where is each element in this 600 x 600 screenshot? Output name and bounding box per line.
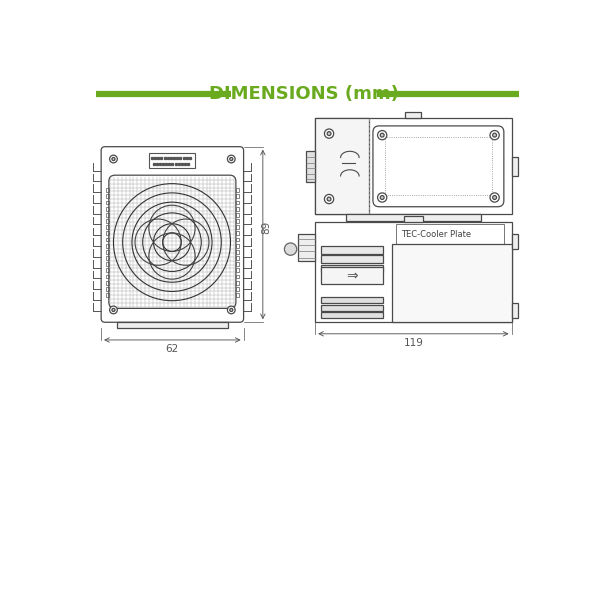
Bar xyxy=(106,200,109,205)
Text: 62: 62 xyxy=(166,344,179,354)
FancyBboxPatch shape xyxy=(373,126,504,207)
Circle shape xyxy=(327,197,331,201)
Bar xyxy=(322,312,383,319)
Bar xyxy=(236,238,239,241)
Bar xyxy=(236,219,239,223)
Bar xyxy=(322,255,383,263)
FancyBboxPatch shape xyxy=(101,146,244,322)
Bar xyxy=(306,151,315,182)
Bar xyxy=(106,207,109,211)
Bar xyxy=(396,224,504,245)
Bar xyxy=(106,293,109,297)
Circle shape xyxy=(493,196,497,199)
Bar xyxy=(322,265,383,272)
Circle shape xyxy=(284,243,297,255)
Bar xyxy=(236,244,239,248)
Text: 89: 89 xyxy=(262,221,272,235)
Bar xyxy=(236,207,239,211)
Bar xyxy=(405,112,421,118)
Bar xyxy=(512,157,518,176)
Circle shape xyxy=(230,157,233,161)
Circle shape xyxy=(490,131,499,140)
Bar xyxy=(106,262,109,266)
Circle shape xyxy=(230,308,233,311)
Bar xyxy=(512,233,518,249)
Bar xyxy=(236,275,239,278)
Bar xyxy=(404,216,423,222)
Text: DIMENSIONS (mm): DIMENSIONS (mm) xyxy=(209,85,398,103)
Bar xyxy=(106,268,109,272)
Circle shape xyxy=(325,194,334,203)
Text: TEC-Cooler Plate: TEC-Cooler Plate xyxy=(401,230,471,239)
Bar xyxy=(106,219,109,223)
Bar xyxy=(106,244,109,248)
Bar xyxy=(298,233,315,260)
Bar xyxy=(106,287,109,290)
Circle shape xyxy=(227,155,235,163)
Bar xyxy=(106,250,109,254)
Bar xyxy=(236,213,239,217)
Bar xyxy=(236,262,239,266)
Bar xyxy=(106,194,109,198)
Bar xyxy=(385,137,493,195)
Bar xyxy=(322,267,383,284)
Circle shape xyxy=(377,131,387,140)
Circle shape xyxy=(110,155,118,163)
Bar xyxy=(236,250,239,254)
Bar xyxy=(322,246,383,254)
Bar xyxy=(149,153,195,168)
Circle shape xyxy=(110,306,118,314)
Circle shape xyxy=(325,129,334,138)
Bar xyxy=(106,281,109,284)
Bar xyxy=(106,256,109,260)
Circle shape xyxy=(327,131,331,136)
Bar xyxy=(392,244,512,322)
Bar xyxy=(236,188,239,192)
Bar xyxy=(236,225,239,229)
Bar xyxy=(236,287,239,290)
Bar xyxy=(106,188,109,192)
Circle shape xyxy=(490,193,499,202)
Circle shape xyxy=(380,196,384,199)
Circle shape xyxy=(493,133,497,137)
Bar xyxy=(116,322,228,328)
Bar xyxy=(236,256,239,260)
Circle shape xyxy=(377,193,387,202)
Bar xyxy=(512,303,518,319)
Bar xyxy=(106,232,109,235)
Circle shape xyxy=(227,306,235,314)
Circle shape xyxy=(112,308,115,311)
Bar xyxy=(322,305,383,311)
Bar xyxy=(106,225,109,229)
Bar xyxy=(315,118,369,214)
Circle shape xyxy=(112,157,115,161)
Bar xyxy=(322,297,383,303)
Bar xyxy=(346,214,481,221)
Circle shape xyxy=(380,133,384,137)
Bar xyxy=(236,268,239,272)
Bar xyxy=(315,118,512,214)
Bar xyxy=(236,194,239,198)
Bar xyxy=(236,293,239,297)
Bar xyxy=(236,281,239,284)
Bar xyxy=(236,200,239,205)
Bar xyxy=(106,213,109,217)
Bar xyxy=(106,238,109,241)
Text: 119: 119 xyxy=(403,338,424,347)
Bar xyxy=(106,275,109,278)
Text: ⇒: ⇒ xyxy=(346,268,358,282)
Bar xyxy=(236,232,239,235)
Bar xyxy=(315,222,512,322)
